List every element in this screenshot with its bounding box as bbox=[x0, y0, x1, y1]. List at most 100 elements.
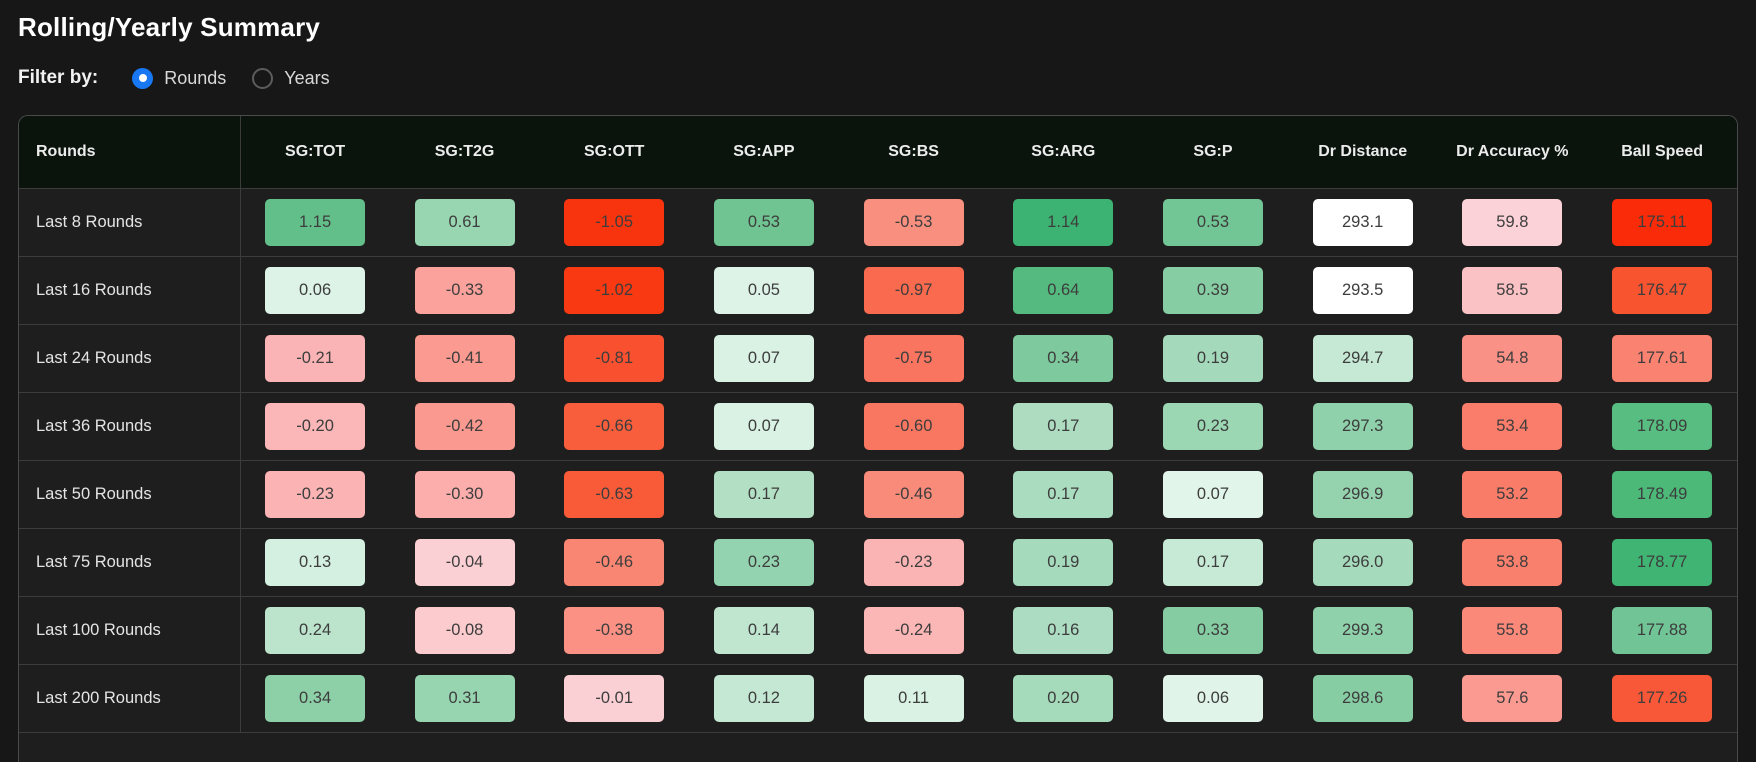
stat-cell-wrap: 178.49 bbox=[1587, 460, 1737, 529]
stat-cell: -0.46 bbox=[863, 470, 964, 518]
stat-cell: -0.23 bbox=[265, 470, 366, 518]
stat-cell-wrap: 0.17 bbox=[988, 392, 1139, 461]
column-header-rounds: Rounds bbox=[19, 116, 241, 189]
radio-option-rounds[interactable]: Rounds bbox=[132, 67, 226, 89]
stat-cell: 0.23 bbox=[1162, 402, 1263, 450]
page-title: Rolling/Yearly Summary bbox=[18, 12, 321, 42]
stat-cell: 0.17 bbox=[1013, 402, 1114, 450]
stat-cell-wrap: 0.17 bbox=[689, 460, 839, 529]
stat-cell-wrap: -0.46 bbox=[838, 460, 989, 529]
column-header-sg-tot: SG:TOT bbox=[240, 116, 390, 189]
stat-cell: 0.19 bbox=[1162, 334, 1263, 382]
stat-cell-wrap: 54.8 bbox=[1437, 324, 1588, 393]
stat-cell-wrap: -0.23 bbox=[240, 460, 390, 529]
row-label: Last 16 Rounds bbox=[19, 256, 241, 325]
stat-cell-wrap: 0.17 bbox=[1138, 528, 1288, 597]
stat-cell-wrap: -0.20 bbox=[240, 392, 390, 461]
stat-cell: 55.8 bbox=[1462, 606, 1563, 654]
stat-cell: 293.1 bbox=[1312, 198, 1413, 246]
stat-cell-wrap: 0.64 bbox=[988, 256, 1139, 325]
stat-cell-wrap: 0.19 bbox=[1138, 324, 1288, 393]
stat-cell-wrap: -0.53 bbox=[838, 188, 989, 257]
stat-cell: 176.47 bbox=[1612, 266, 1713, 314]
table-row: Last 24 Rounds -0.21 -0.41 -0.81 0.07 -0.75 0.… bbox=[19, 324, 1737, 393]
stat-cell-wrap: 57.6 bbox=[1437, 664, 1588, 733]
stat-cell-wrap: 0.12 bbox=[689, 664, 839, 733]
row-label: Last 24 Rounds bbox=[19, 324, 241, 393]
stat-cell: -0.20 bbox=[265, 402, 366, 450]
stat-cell: -0.66 bbox=[564, 402, 665, 450]
stat-cell: 0.11 bbox=[863, 674, 964, 722]
stat-cell: -0.63 bbox=[564, 470, 665, 518]
stat-cell: 0.19 bbox=[1013, 538, 1114, 586]
column-header-dr-distance: Dr Distance bbox=[1287, 116, 1438, 189]
stat-cell-wrap: 293.1 bbox=[1287, 188, 1438, 257]
stat-cell-wrap: 0.53 bbox=[689, 188, 839, 257]
stat-cell: 0.39 bbox=[1162, 266, 1263, 314]
stat-cell: 1.14 bbox=[1013, 198, 1114, 246]
stat-cell: 177.61 bbox=[1612, 334, 1713, 382]
stat-cell: 178.49 bbox=[1612, 470, 1713, 518]
stat-cell: 0.24 bbox=[265, 606, 366, 654]
stat-cell: 0.07 bbox=[1162, 470, 1263, 518]
stat-cell-wrap: -1.02 bbox=[539, 256, 690, 325]
stat-cell: 0.16 bbox=[1013, 606, 1114, 654]
stat-cell-wrap: -0.24 bbox=[838, 596, 989, 665]
stat-cell-wrap: -0.38 bbox=[539, 596, 690, 665]
stat-cell: 0.31 bbox=[414, 674, 515, 722]
column-header-sg-ott: SG:OTT bbox=[539, 116, 690, 189]
summary-table: Rounds SG:TOT SG:T2G SG:OTT SG:APP SG:BS SG:AR… bbox=[19, 116, 1737, 762]
stat-cell: 294.7 bbox=[1312, 334, 1413, 382]
stat-cell-wrap: 53.2 bbox=[1437, 460, 1588, 529]
stat-cell-wrap: 296.0 bbox=[1287, 528, 1438, 597]
stat-cell-wrap: 177.88 bbox=[1587, 596, 1737, 665]
stat-cell-wrap: 175.11 bbox=[1587, 188, 1737, 257]
stat-cell-wrap: 298.6 bbox=[1287, 664, 1438, 733]
stat-cell-wrap: -0.04 bbox=[389, 528, 540, 597]
stat-cell: 0.20 bbox=[1013, 674, 1114, 722]
stat-cell-wrap: 177.61 bbox=[1587, 324, 1737, 393]
stat-cell-wrap: -0.30 bbox=[389, 460, 540, 529]
stat-cell: 54.8 bbox=[1462, 334, 1563, 382]
stat-cell-wrap: 1.14 bbox=[988, 188, 1139, 257]
stat-cell-wrap: 177.26 bbox=[1587, 664, 1737, 733]
stat-cell-wrap: 1.15 bbox=[240, 188, 390, 257]
radio-selected-icon[interactable] bbox=[132, 67, 154, 89]
stat-cell: 0.33 bbox=[1162, 606, 1263, 654]
stat-cell: -1.02 bbox=[564, 266, 665, 314]
stat-cell: 59.8 bbox=[1462, 198, 1563, 246]
radio-unselected-icon[interactable] bbox=[252, 67, 274, 89]
stat-cell-wrap: -0.08 bbox=[389, 596, 540, 665]
stat-cell: 0.17 bbox=[713, 470, 814, 518]
stat-cell-wrap: 0.06 bbox=[240, 256, 390, 325]
stat-cell: -0.08 bbox=[414, 606, 515, 654]
row-label: Last 200 Rounds bbox=[19, 664, 241, 733]
stat-cell-wrap: 0.05 bbox=[689, 256, 839, 325]
stat-cell: 58.5 bbox=[1462, 266, 1563, 314]
stat-cell: -0.21 bbox=[265, 334, 366, 382]
stat-cell-wrap: 0.24 bbox=[240, 596, 390, 665]
stat-cell: -0.33 bbox=[414, 266, 515, 314]
stat-cell-wrap: 294.7 bbox=[1287, 324, 1438, 393]
stat-cell: 0.14 bbox=[713, 606, 814, 654]
table-row: Last 100 Rounds 0.24 -0.08 -0.38 0.14 -0.24 0.… bbox=[19, 596, 1737, 665]
stat-cell-wrap: -0.75 bbox=[838, 324, 989, 393]
stat-cell: 0.17 bbox=[1013, 470, 1114, 518]
radio-option-years[interactable]: Years bbox=[252, 67, 330, 89]
stat-cell: 296.9 bbox=[1312, 470, 1413, 518]
stat-cell-wrap: -0.63 bbox=[539, 460, 690, 529]
stat-cell-wrap: 58.5 bbox=[1437, 256, 1588, 325]
stat-cell-wrap: 299.3 bbox=[1287, 596, 1438, 665]
table-row: Last 16 Rounds 0.06 -0.33 -1.02 0.05 -0.97 0.6… bbox=[19, 256, 1737, 325]
partial-row-cell bbox=[19, 732, 1737, 762]
stat-cell: 178.09 bbox=[1612, 402, 1713, 450]
stat-cell-wrap: 0.23 bbox=[1138, 392, 1288, 461]
stat-cell: 0.12 bbox=[713, 674, 814, 722]
table-row: Last 50 Rounds -0.23 -0.30 -0.63 0.17 -0.46 0.… bbox=[19, 460, 1737, 529]
stat-cell-wrap: 0.16 bbox=[988, 596, 1139, 665]
stat-cell: -0.04 bbox=[414, 538, 515, 586]
stat-cell-wrap: -0.46 bbox=[539, 528, 690, 597]
stat-cell-wrap: 0.17 bbox=[988, 460, 1139, 529]
stat-cell-wrap: -0.23 bbox=[838, 528, 989, 597]
stat-cell-wrap: 0.61 bbox=[389, 188, 540, 257]
